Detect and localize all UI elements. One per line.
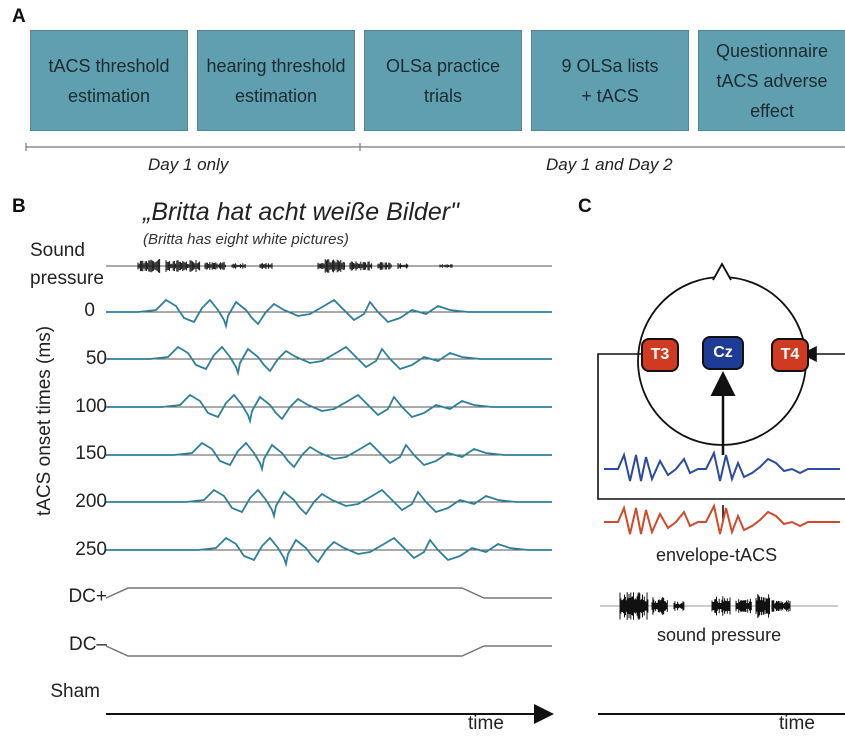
step-hearing-threshold: hearing threshold estimation [197,30,355,131]
sound-burst [317,259,345,273]
panel-c-sound-burst [735,598,752,614]
onset-waveform [106,441,552,473]
sound-pressure-label: sound pressure [657,625,782,645]
onset-row-label: 0 [84,300,95,321]
tacs-waveforms [106,298,552,568]
panel-c-time-label: time [779,713,815,734]
onset-waveform [106,298,552,330]
onset-waveform [106,536,552,568]
step-olsa-lists: 9 OLSa lists + tACS [531,30,689,131]
sound-label-line1: Sound [30,240,85,261]
panel-b-letter: B [12,196,26,217]
dc-plus-label: DC+ [68,586,107,607]
sound-burst [349,261,373,271]
onset-row-label: 100 [75,396,107,417]
sound-burst [377,262,392,270]
electrode-cz: Cz [702,336,744,370]
sound-burst [439,264,453,268]
sound-burst [204,262,226,270]
onset-row-label: 150 [75,443,107,464]
step-tacs-threshold: tACS threshold estimation [30,30,188,131]
panel-c-sound-burst [673,601,685,611]
dc-minus-label: DC– [68,634,107,655]
sentence-translation: (Britta has eight white pictures) [143,231,349,248]
sham-label: Sham [50,681,100,702]
row-baselines [106,265,552,551]
step-olsa-practice: OLSa practice trials [364,30,522,131]
sound-burst [397,263,409,269]
timeline-axis [25,143,845,151]
panel-c-sound-burst [651,597,668,615]
panel-c-letter: C [578,196,592,217]
sound-burst [259,263,273,269]
onset-waveform [106,393,552,425]
panel-b-time-label: time [468,713,504,734]
panel-c-sound-burst [711,596,731,616]
step-questionnaire: Questionnaire tACS adverse effect [698,30,845,131]
onset-row-label: 50 [85,348,107,369]
sound-burst [231,263,246,269]
sound-label-line2: pressure [30,268,104,289]
panel-a-letter: A [12,6,26,27]
blue-envelope-trace [604,450,840,483]
sound-burst [165,260,201,272]
electrode-t3: T3 [641,338,679,372]
sound-pressure-trace [137,259,453,273]
onset-row-label: 200 [75,491,107,512]
red-envelope-trace [604,503,840,536]
timeline-both-days-label: Day 1 and Day 2 [546,155,673,174]
nose-icon [712,262,732,281]
panel-c-sound-burst [771,600,791,612]
sound-burst [137,259,161,273]
onset-row-label: 250 [75,539,107,560]
dc-plus-trace [105,587,552,599]
example-sentence: „Britta hat acht weiße Bilder" [143,198,459,226]
panel-c-sound-burst [619,592,649,620]
onset-waveform [106,345,552,377]
circuit-wire [597,353,845,500]
panel-c-sound-burst [755,594,770,618]
electrode-t4: T4 [771,338,809,372]
panel-c-sound-trace [600,592,838,620]
envelope-tacs-label: envelope-tACS [656,545,778,565]
timeline-day1-label: Day 1 only [148,155,229,174]
dc-minus-trace [105,645,552,657]
onset-waveform [106,488,552,520]
